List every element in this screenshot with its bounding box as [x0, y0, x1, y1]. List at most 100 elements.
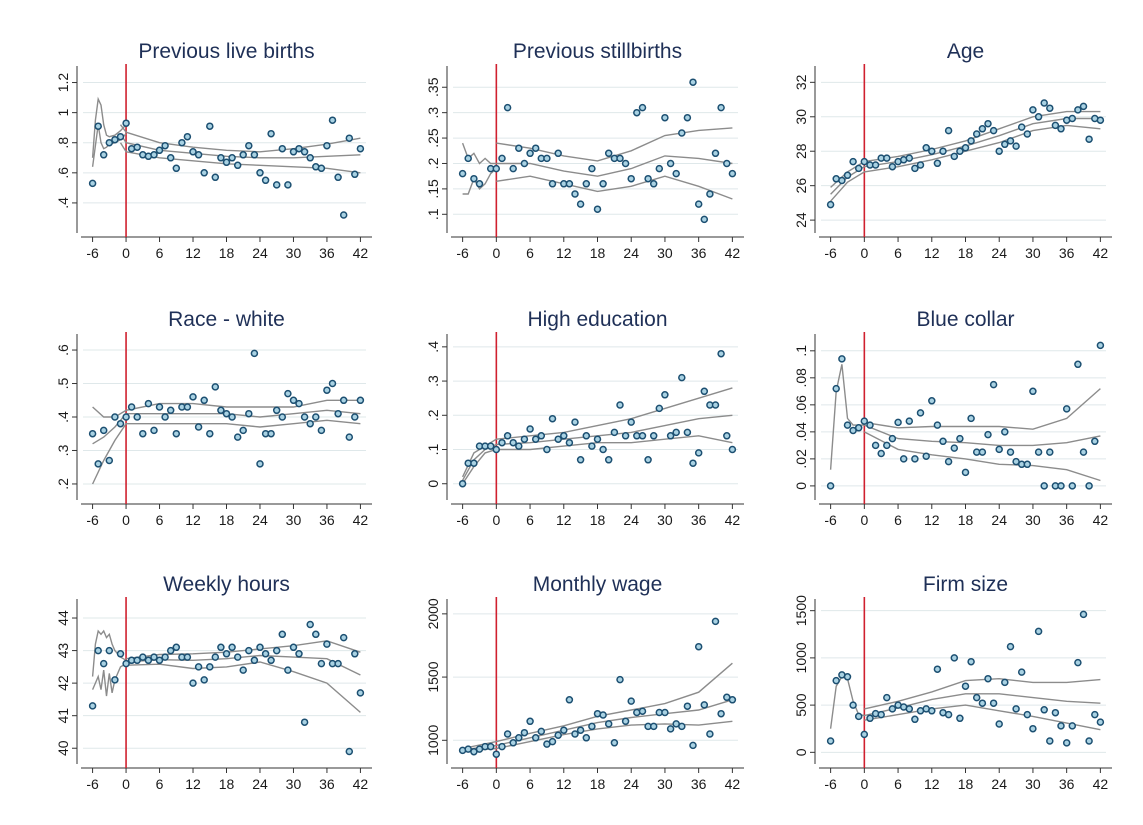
- data-point: [1068, 722, 1077, 730]
- y-tick-label: .4: [425, 341, 441, 353]
- data-point: [694, 449, 703, 457]
- y-tick-label: 32: [793, 74, 809, 90]
- data-point: [334, 659, 342, 668]
- data-point: [928, 707, 936, 715]
- x-tick-label: 30: [286, 776, 302, 792]
- data-point: [1074, 106, 1082, 114]
- data-point: [464, 154, 472, 163]
- data-point: [475, 180, 484, 188]
- data-point: [222, 409, 231, 418]
- data-point: [961, 144, 970, 152]
- x-tick-label: 24: [991, 512, 1007, 528]
- x-tick-label: 42: [1093, 776, 1109, 792]
- x-tick-label: -6: [824, 776, 837, 792]
- data-point: [272, 646, 281, 655]
- data-point: [189, 679, 197, 687]
- data-point: [621, 159, 630, 168]
- data-point: [88, 429, 97, 438]
- data-point: [711, 617, 720, 626]
- x-tick-label: 0: [122, 776, 130, 792]
- x-tick-label: -6: [86, 776, 99, 792]
- data-point: [250, 151, 259, 159]
- data-point: [689, 459, 697, 467]
- data-point: [1001, 428, 1009, 436]
- data-point: [588, 442, 596, 450]
- x-tick-label: 12: [185, 512, 201, 528]
- x-tick-label: 36: [1059, 245, 1075, 261]
- x-tick-label: 6: [526, 512, 534, 528]
- data-point: [593, 205, 602, 213]
- data-point: [88, 179, 97, 188]
- y-tick-label: .2: [55, 478, 71, 490]
- data-point: [272, 406, 281, 415]
- data-point: [1001, 678, 1009, 687]
- data-point: [655, 404, 664, 413]
- data-point: [1046, 448, 1054, 456]
- data-point: [339, 211, 348, 219]
- data-point: [233, 433, 242, 441]
- x-tick-label: 36: [1059, 776, 1075, 792]
- data-point: [1062, 405, 1071, 413]
- x-tick-label: 36: [319, 512, 335, 528]
- data-point: [1085, 482, 1093, 490]
- data-point: [217, 406, 225, 415]
- data-point: [503, 730, 512, 738]
- x-tick-label: 12: [924, 245, 940, 261]
- data-point: [116, 419, 125, 428]
- data-point: [239, 151, 247, 159]
- data-point: [883, 154, 891, 162]
- data-point: [492, 750, 501, 758]
- data-point: [616, 401, 624, 409]
- data-point: [711, 401, 720, 409]
- data-point: [554, 435, 562, 443]
- data-point: [111, 413, 119, 421]
- data-point: [150, 653, 158, 661]
- data-point: [576, 200, 585, 208]
- data-point: [278, 630, 287, 639]
- data-point: [1057, 482, 1065, 490]
- data-point: [944, 457, 953, 466]
- data-point: [560, 726, 568, 734]
- data-point: [211, 653, 220, 661]
- data-point: [537, 432, 546, 440]
- data-point: [888, 162, 897, 171]
- data-point: [356, 396, 365, 405]
- data-point: [599, 711, 607, 719]
- data-point: [877, 710, 885, 719]
- panel-7: Weekly hours 40 41 42 43 44 -6 0 6 12 18 24 30 36 42: [55, 573, 372, 792]
- panel-title: Age: [947, 40, 984, 63]
- data-point: [582, 180, 591, 188]
- data-point: [111, 676, 119, 684]
- data-point: [638, 707, 647, 715]
- data-point: [599, 445, 607, 454]
- data-point: [498, 438, 506, 447]
- data-point: [233, 653, 242, 661]
- x-tick-label: -6: [456, 512, 469, 528]
- y-tick-label: .1: [425, 208, 441, 220]
- data-point: [860, 417, 869, 425]
- data-point: [1040, 482, 1048, 490]
- data-point: [1091, 710, 1099, 719]
- data-point: [666, 159, 675, 168]
- x-tick-label: -6: [86, 512, 99, 528]
- x-tick-label: 36: [691, 776, 707, 792]
- data-point: [967, 137, 975, 145]
- y-tick-label: 40: [55, 740, 71, 756]
- data-point: [470, 459, 478, 467]
- data-point: [728, 445, 737, 454]
- y-tick-label: 30: [793, 109, 809, 125]
- data-point: [94, 646, 102, 655]
- data-point: [509, 164, 517, 173]
- data-point: [537, 727, 546, 736]
- data-point: [649, 180, 658, 188]
- data-point: [905, 417, 914, 425]
- y-tick-label: .3: [55, 444, 71, 456]
- data-point: [200, 396, 208, 405]
- data-point: [492, 164, 501, 173]
- data-point: [150, 426, 158, 435]
- fit-line: [829, 364, 1101, 470]
- data-point: [582, 734, 591, 742]
- x-tick-label: 12: [924, 512, 940, 528]
- data-point: [883, 693, 891, 702]
- data-point: [728, 169, 737, 178]
